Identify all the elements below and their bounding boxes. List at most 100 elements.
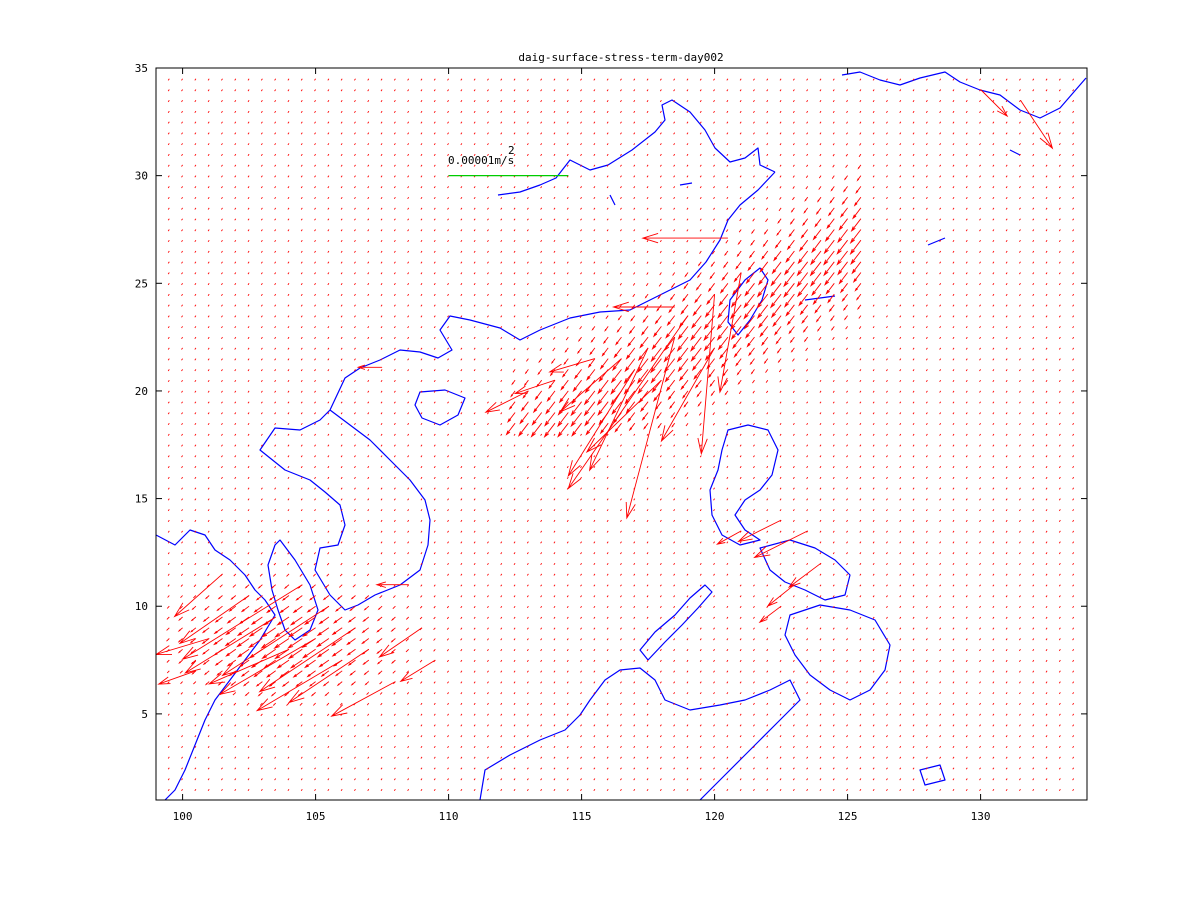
vector-arrow xyxy=(676,336,689,352)
vector-arrow xyxy=(620,250,622,253)
vector-arrow xyxy=(580,498,582,501)
vector-arrow xyxy=(952,616,955,619)
vector-arrow xyxy=(460,207,463,210)
vector-arrow xyxy=(859,390,862,393)
vector-arrow xyxy=(925,627,928,630)
vector-arrow xyxy=(487,229,489,232)
vector-arrow xyxy=(1032,584,1035,587)
vector-arrow xyxy=(739,638,742,641)
vector-arrow xyxy=(460,89,463,92)
vector-arrow xyxy=(1058,735,1061,738)
vector-arrow xyxy=(289,616,303,626)
vector-arrow xyxy=(1005,455,1008,458)
vector-arrow xyxy=(487,121,489,124)
vector-arrow xyxy=(819,745,822,749)
vector-arrow xyxy=(673,756,676,759)
vector-arrow xyxy=(939,735,942,738)
vector-arrow xyxy=(257,692,263,697)
vector-arrow xyxy=(274,509,277,512)
vector-arrow xyxy=(540,519,543,522)
vector-arrow xyxy=(558,390,569,404)
vector-arrow xyxy=(274,735,277,738)
vector-arrow xyxy=(659,153,662,156)
vector-arrow xyxy=(433,627,436,631)
vector-arrow xyxy=(300,239,303,243)
vector-arrow xyxy=(886,358,888,361)
vector-arrow xyxy=(686,724,689,727)
x-tick-label: 105 xyxy=(306,810,326,823)
vector-arrow xyxy=(846,412,848,415)
vector-arrow xyxy=(407,401,410,404)
vector-arrow xyxy=(324,692,330,697)
vector-arrow xyxy=(473,401,476,404)
vector-arrow xyxy=(766,627,769,630)
vector-arrow xyxy=(925,476,928,479)
vector-arrow xyxy=(487,552,489,555)
vector-arrow xyxy=(1019,692,1021,695)
vector-arrow xyxy=(843,175,848,181)
vector-arrow xyxy=(753,487,755,490)
vector-arrow xyxy=(699,229,702,232)
vector-arrow xyxy=(260,498,263,501)
vector-arrow xyxy=(248,627,263,637)
vector-arrow xyxy=(939,239,942,243)
vector-arrow xyxy=(420,487,423,490)
vector-arrow xyxy=(859,358,862,361)
vector-arrow xyxy=(886,89,888,92)
vector-arrow xyxy=(619,293,622,297)
vector-arrow xyxy=(979,649,981,652)
vector-arrow xyxy=(350,595,356,600)
vector-arrow xyxy=(806,735,809,738)
vector-arrow xyxy=(181,207,183,210)
vector-arrow xyxy=(221,293,223,296)
vector-arrow xyxy=(540,466,543,469)
vector-arrow xyxy=(925,735,928,738)
vector-arrow xyxy=(965,207,968,210)
vector-arrow xyxy=(825,283,835,295)
vector-arrow xyxy=(686,466,689,469)
vector-arrow xyxy=(1032,175,1035,178)
vector-arrow xyxy=(886,293,888,296)
vector-arrow xyxy=(340,143,343,146)
vector-arrow xyxy=(460,164,463,167)
vector-arrow xyxy=(823,250,835,266)
vector-arrow xyxy=(207,541,210,544)
vector-arrow xyxy=(778,207,782,212)
vector-arrow xyxy=(340,541,343,544)
vector-arrow xyxy=(832,552,835,555)
vector-arrow xyxy=(407,315,410,318)
vector-arrow xyxy=(274,293,277,296)
vector-arrow xyxy=(606,788,609,792)
vector-arrow xyxy=(673,218,676,221)
vector-arrow xyxy=(753,100,755,103)
vector-arrow xyxy=(580,692,582,695)
vector-arrow xyxy=(473,239,476,243)
vector-arrow xyxy=(832,132,835,135)
vector-arrow xyxy=(580,681,582,684)
vector-arrow xyxy=(1058,207,1061,210)
vector-arrow xyxy=(1072,422,1075,426)
vector-arrow xyxy=(859,638,862,641)
vector-arrow xyxy=(899,369,902,372)
vector-arrow xyxy=(377,605,383,611)
vector-arrow xyxy=(992,573,995,576)
vector-arrow xyxy=(433,207,436,210)
vector-arrow xyxy=(287,756,290,759)
vector-arrow xyxy=(792,562,795,566)
vector-arrow xyxy=(686,649,689,652)
vector-arrow xyxy=(354,336,356,339)
vector-arrow xyxy=(819,444,822,447)
vector-arrow-strong xyxy=(156,638,210,656)
vector-arrow xyxy=(912,207,915,210)
vector-arrow xyxy=(287,498,290,501)
vector-arrow xyxy=(713,627,715,630)
vector-arrow xyxy=(859,778,862,781)
vector-arrow xyxy=(713,519,715,522)
vector-arrow xyxy=(872,401,875,404)
vector-arrow xyxy=(646,186,649,189)
vector-arrow xyxy=(785,304,795,317)
vector-arrow xyxy=(739,584,742,587)
vector-arrow xyxy=(540,444,543,447)
vector-arrow xyxy=(407,304,410,307)
vector-arrow-strong xyxy=(207,648,290,685)
